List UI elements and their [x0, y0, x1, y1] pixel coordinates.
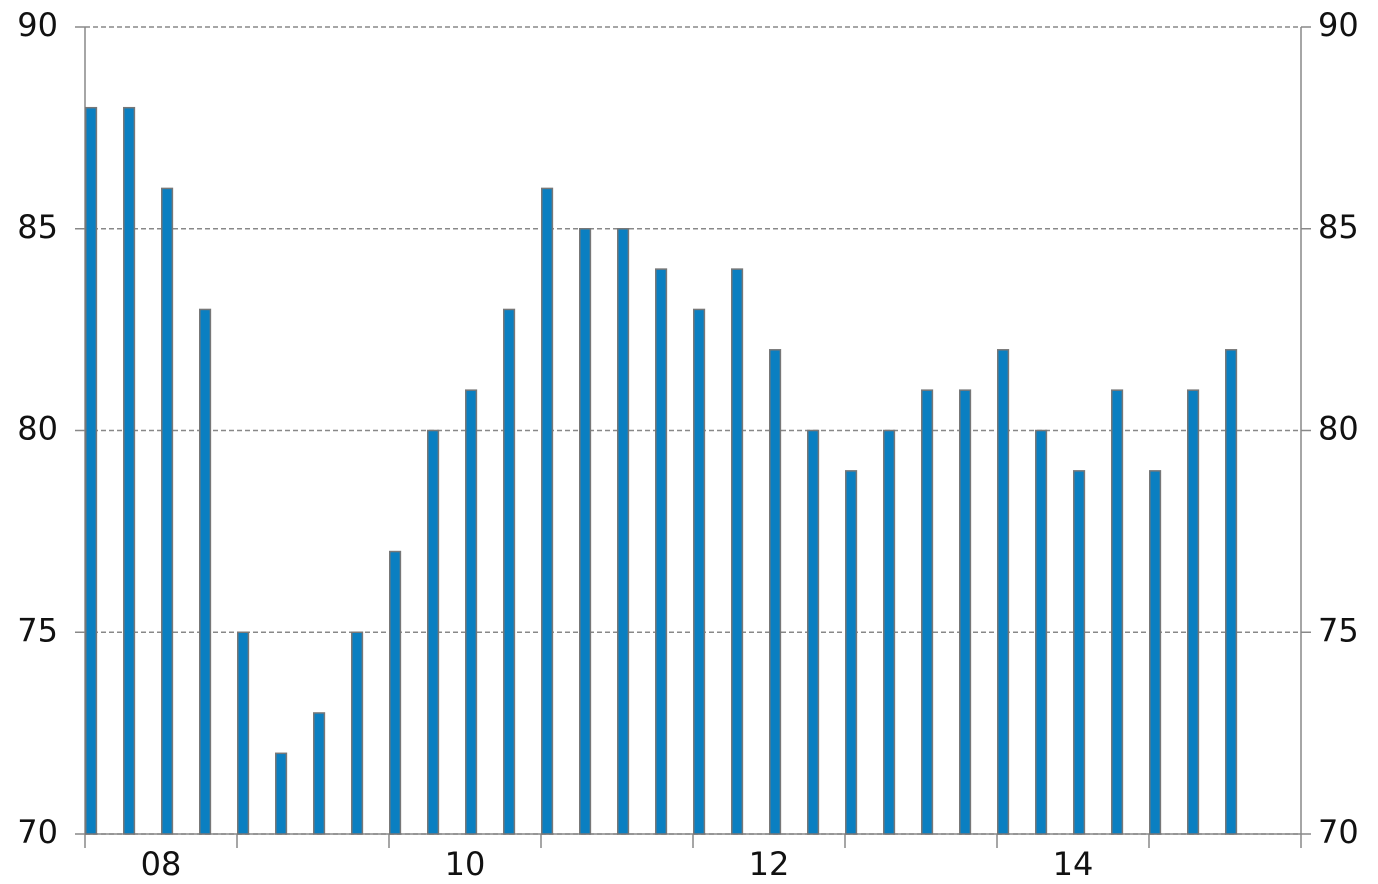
- bar: [617, 228, 630, 835]
- bar: [503, 308, 516, 835]
- bar: [123, 106, 136, 835]
- bar: [85, 106, 98, 835]
- y2-tick-label: 70: [1318, 813, 1359, 851]
- y-tick-label: 80: [17, 410, 58, 448]
- bar: [161, 187, 174, 835]
- y2-tick-label: 80: [1318, 410, 1359, 448]
- y2-tick-label: 85: [1318, 208, 1359, 246]
- y-tick-label: 90: [17, 6, 58, 44]
- bar: [769, 349, 782, 835]
- bar: [351, 631, 364, 835]
- bar: [1035, 429, 1048, 835]
- bar: [389, 550, 402, 835]
- bar: [275, 752, 288, 835]
- bar: [921, 389, 934, 835]
- bar: [807, 429, 820, 835]
- bar: [959, 389, 972, 835]
- bar: [1149, 470, 1162, 835]
- y-tick-label: 85: [17, 208, 58, 246]
- bar: [237, 631, 250, 835]
- bar: [579, 228, 592, 835]
- bar: [1187, 389, 1200, 835]
- x-tick-label: 12: [749, 845, 790, 883]
- x-tick-label: 08: [141, 845, 182, 883]
- y-tick-label: 75: [17, 611, 58, 649]
- bar: [731, 268, 744, 835]
- bar: [1225, 349, 1238, 835]
- bar: [997, 349, 1010, 835]
- x-tick-label: 14: [1053, 845, 1094, 883]
- y2-tick-label: 75: [1318, 611, 1359, 649]
- bar: [883, 429, 896, 835]
- x-tick-label: 10: [445, 845, 486, 883]
- bar: [693, 308, 706, 835]
- bar: [845, 470, 858, 835]
- y-tick-label: 70: [17, 813, 58, 851]
- bar: [313, 712, 326, 835]
- bar: [655, 268, 668, 835]
- bar: [1111, 389, 1124, 835]
- bar: [465, 389, 478, 835]
- bar: [199, 308, 212, 835]
- y2-tick-label: 90: [1318, 6, 1359, 44]
- bar: [1073, 470, 1086, 835]
- bar: [427, 429, 440, 835]
- bar: [541, 187, 554, 835]
